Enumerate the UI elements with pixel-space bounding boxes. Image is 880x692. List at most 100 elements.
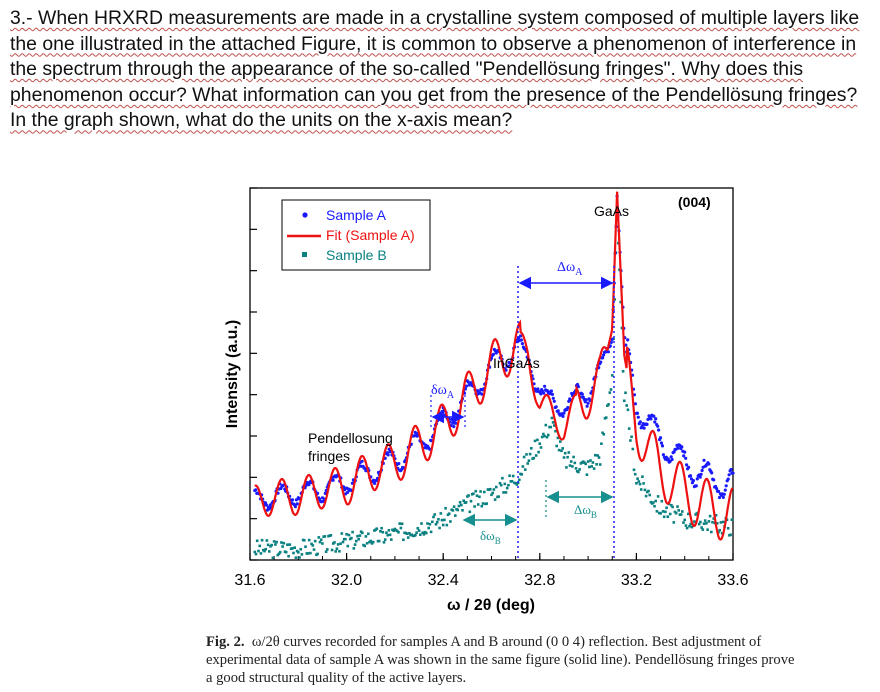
sample-b-point	[619, 300, 622, 304]
sample-b-point	[282, 541, 286, 545]
sample-b-point	[613, 298, 616, 301]
sample-b-point	[638, 482, 642, 486]
sample-b-point	[661, 510, 665, 513]
sample-b-point	[364, 535, 368, 538]
x-tick-label: 31.6	[234, 572, 265, 589]
sample-b-point	[317, 536, 321, 539]
sample-a-point	[601, 356, 605, 360]
sample-b-point	[672, 521, 676, 524]
sample-a-point	[610, 337, 614, 341]
sample-b-point	[684, 524, 688, 527]
sample-b-point	[712, 517, 715, 520]
sample-b-point	[274, 543, 277, 546]
sample-b-point	[388, 533, 392, 537]
sample-b-point	[699, 520, 702, 524]
sample-b-point	[438, 526, 441, 530]
sample-b-point	[513, 481, 516, 485]
sample-b-point	[670, 504, 673, 507]
sample-b-point	[567, 451, 571, 454]
sample-b-point	[682, 521, 685, 524]
x-tick-label: 33.6	[717, 572, 748, 589]
sample-b-point	[431, 520, 434, 524]
sample-b-point	[445, 523, 449, 527]
sample-b-point	[462, 499, 465, 502]
sample-b-point	[536, 438, 539, 442]
sample-b-point	[515, 483, 519, 486]
sample-a-point	[700, 468, 704, 473]
sample-b-point	[505, 486, 509, 490]
sample-b-point	[390, 538, 393, 541]
sample-b-point	[714, 514, 718, 517]
sample-b-point	[547, 433, 550, 437]
sample-a-point	[373, 481, 377, 485]
sample-a-point	[638, 420, 642, 424]
sample-b-point	[700, 526, 703, 529]
sample-b-point	[637, 480, 641, 483]
sample-a-point	[536, 387, 540, 391]
sample-b-point	[358, 534, 362, 537]
sample-b-point	[437, 518, 440, 521]
sample-b-point	[510, 480, 514, 483]
sample-b-point	[444, 507, 447, 510]
sample-b-point	[643, 488, 647, 492]
sample-a-point	[666, 457, 670, 461]
sample-b-point	[485, 502, 488, 505]
sample-b-point	[473, 505, 476, 508]
sample-b-point	[683, 518, 686, 522]
sample-b-point	[280, 541, 283, 544]
y-axis-ticks	[250, 187, 257, 561]
sample-a-point	[586, 401, 590, 405]
sample-a-point	[724, 484, 728, 488]
sample-a-point	[584, 398, 588, 402]
sample-a-point	[386, 453, 390, 457]
sample-b-point	[258, 544, 261, 548]
sample-b-point	[264, 547, 267, 551]
sample-b-point	[263, 549, 266, 553]
sample-b-point	[275, 540, 278, 544]
sample-b-point	[330, 548, 334, 552]
sample-b-point	[636, 477, 639, 480]
sample-b-point	[460, 503, 463, 507]
sample-b-point	[563, 451, 567, 455]
sample-a-point	[676, 446, 680, 450]
sample-b-point	[472, 492, 475, 495]
sample-b-point	[347, 533, 351, 537]
sample-b-point	[319, 538, 323, 541]
sample-a-point	[652, 414, 656, 418]
sample-b-point	[427, 526, 430, 530]
sample-b-point	[386, 533, 389, 537]
sample-b-point	[530, 447, 533, 450]
sample-b-point	[294, 556, 298, 559]
sample-b-point	[385, 531, 388, 534]
sample-a-point	[476, 389, 480, 393]
sample-b-point	[260, 538, 264, 542]
sample-b-point	[504, 491, 508, 494]
sample-b-point	[341, 540, 345, 544]
sample-b-point	[419, 533, 422, 536]
sample-b-point	[554, 429, 557, 433]
sample-b-point	[313, 539, 317, 543]
sample-b-point	[666, 515, 670, 518]
sample-b-point	[644, 494, 648, 498]
x-tick-label: 33.2	[621, 572, 652, 589]
sample-a-point	[691, 479, 696, 483]
sample-b-point	[483, 490, 486, 494]
sample-b-point	[265, 539, 269, 542]
sample-b-point	[379, 530, 382, 533]
sample-b-point	[729, 533, 732, 537]
sample-b-point	[439, 512, 443, 515]
sample-b-point	[316, 552, 319, 556]
sample-b-point	[321, 542, 324, 545]
sample-b-point	[398, 522, 401, 525]
sample-b-point	[338, 550, 341, 553]
sample-b-point	[679, 513, 683, 516]
sample-b-point	[345, 533, 348, 536]
sample-a-point	[518, 334, 523, 338]
sample-b-point	[542, 432, 545, 436]
sample-a-point	[290, 498, 295, 502]
sample-b-point	[351, 530, 354, 534]
sample-b-point	[565, 466, 568, 469]
sample-b-point	[600, 442, 603, 445]
legend-label-sample-a: Sample A	[326, 207, 387, 223]
sample-b-point	[561, 447, 564, 450]
